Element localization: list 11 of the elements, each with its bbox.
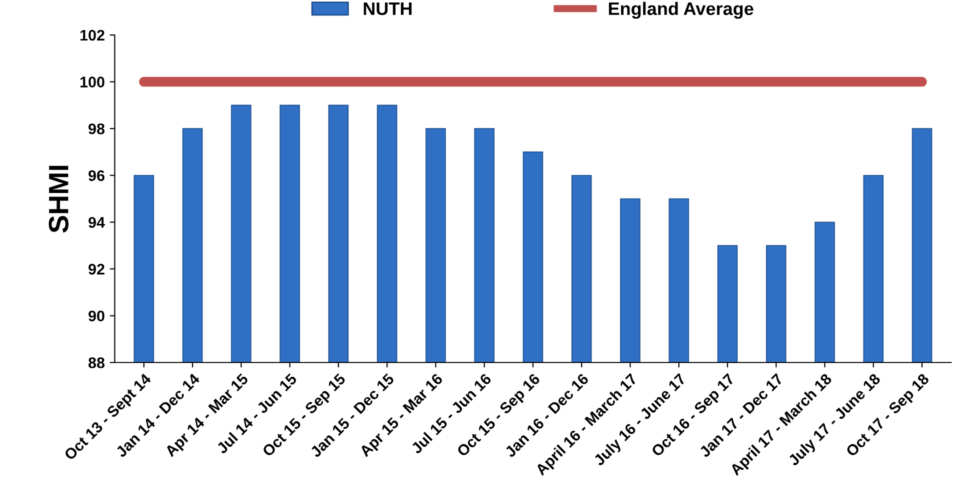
y-axis-title: SHMI	[48, 166, 68, 233]
y-tick-label: 88	[88, 357, 105, 368]
y-tick-label: 100	[80, 76, 104, 88]
legend-label: England Average	[608, 2, 754, 19]
y-tick-label: 90	[88, 310, 104, 322]
y-tick-label: 102	[80, 30, 104, 41]
y-tick-label: 96	[88, 170, 104, 182]
y-tick-label: 98	[88, 123, 105, 134]
legend-label: NUTH	[364, 2, 412, 16]
y-tick-label: 92	[88, 264, 104, 275]
y-tick-label: 94	[88, 217, 105, 228]
